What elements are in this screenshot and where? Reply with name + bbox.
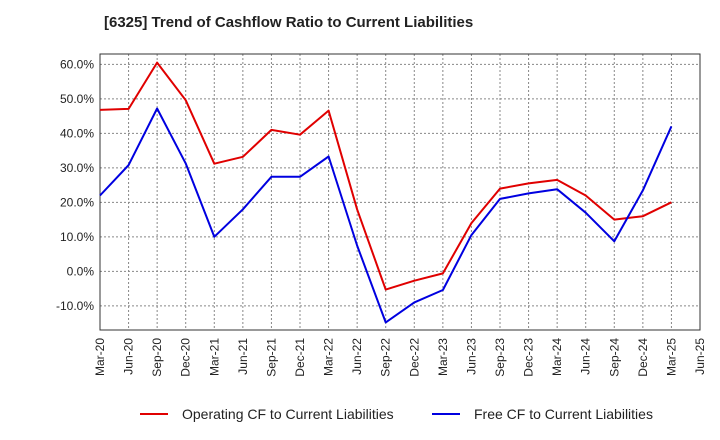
x-tick-label: Jun-21	[236, 338, 250, 375]
x-tick-label: Sep-21	[264, 338, 278, 377]
x-tick-label: Sep-24	[607, 338, 621, 377]
x-tick-label: Jun-20	[122, 338, 136, 375]
x-tick-label: Mar-24	[550, 338, 564, 376]
y-tick-label: 20.0%	[60, 195, 94, 209]
x-tick-label: Dec-20	[179, 338, 193, 377]
x-tick-label: Jun-24	[579, 338, 593, 375]
plot-frame	[99, 53, 701, 331]
chart-title: [6325] Trend of Cashflow Ratio to Curren…	[104, 14, 474, 31]
y-tick-label: -10.0%	[56, 299, 94, 313]
x-tick-label: Mar-25	[664, 338, 678, 376]
y-tick-label: 60.0%	[60, 57, 94, 71]
x-tick-label: Jun-22	[350, 338, 364, 375]
x-tick-label: Mar-23	[436, 338, 450, 376]
x-tick-label: Dec-21	[293, 338, 307, 377]
x-tick-label: Dec-23	[522, 338, 536, 377]
legend-label-1: Operating CF to Current Liabilities	[182, 406, 394, 422]
x-tick-label: Sep-20	[150, 338, 164, 377]
x-tick-label: Jun-25	[693, 338, 707, 375]
legend-label-2: Free CF to Current Liabilities	[474, 406, 653, 422]
x-tick-label: Mar-21	[207, 338, 221, 376]
x-tick-label: Mar-20	[93, 338, 107, 376]
x-tick-label: Dec-24	[636, 338, 650, 377]
x-tick-label: Sep-22	[379, 338, 393, 377]
x-tick-label: Mar-22	[322, 338, 336, 376]
y-tick-label: 30.0%	[60, 161, 94, 175]
y-tick-label: 0.0%	[67, 264, 95, 278]
y-tick-label: 10.0%	[60, 230, 94, 244]
y-tick-label: 50.0%	[60, 92, 94, 106]
y-tick-label: 40.0%	[60, 126, 94, 140]
x-tick-label: Dec-22	[407, 338, 421, 377]
x-tick-label: Sep-23	[493, 338, 507, 377]
x-tick-label: Jun-23	[464, 338, 478, 375]
